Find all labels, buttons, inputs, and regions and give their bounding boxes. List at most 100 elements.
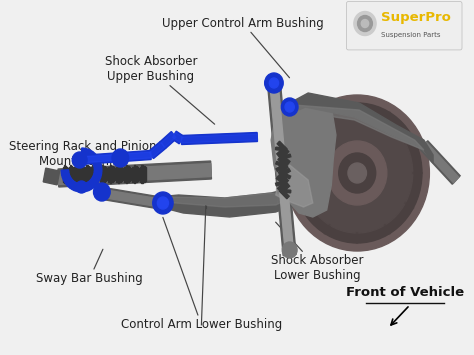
Polygon shape (86, 165, 88, 183)
Polygon shape (113, 167, 114, 181)
Polygon shape (280, 184, 290, 193)
Polygon shape (181, 132, 257, 144)
Polygon shape (287, 93, 433, 163)
Polygon shape (161, 133, 176, 147)
Polygon shape (94, 170, 102, 173)
Circle shape (283, 242, 297, 258)
Polygon shape (122, 168, 124, 180)
Polygon shape (70, 165, 71, 183)
Polygon shape (69, 166, 70, 181)
Circle shape (301, 113, 413, 233)
Polygon shape (93, 173, 101, 178)
Polygon shape (89, 167, 90, 181)
Polygon shape (172, 131, 183, 144)
Polygon shape (86, 149, 91, 158)
Circle shape (264, 73, 283, 93)
Polygon shape (271, 97, 336, 217)
Polygon shape (62, 173, 70, 178)
Polygon shape (83, 167, 84, 181)
Polygon shape (71, 166, 72, 182)
Text: Upper Control Arm Bushing: Upper Control Arm Bushing (162, 17, 324, 78)
Polygon shape (58, 161, 211, 187)
Polygon shape (93, 160, 100, 165)
Polygon shape (130, 168, 132, 180)
Polygon shape (76, 166, 78, 182)
Circle shape (76, 181, 87, 193)
Polygon shape (109, 165, 111, 183)
Polygon shape (84, 168, 85, 180)
Polygon shape (114, 168, 116, 180)
Text: Sway Bar Bushing: Sway Bar Bushing (36, 249, 143, 285)
Polygon shape (160, 132, 177, 148)
Polygon shape (77, 184, 80, 192)
Polygon shape (145, 167, 146, 181)
Polygon shape (276, 161, 286, 168)
Polygon shape (89, 152, 95, 160)
Polygon shape (182, 134, 257, 143)
Polygon shape (276, 163, 286, 171)
Text: Shock Absorber
Lower Bushing: Shock Absorber Lower Bushing (272, 222, 364, 282)
Polygon shape (83, 148, 86, 157)
Polygon shape (80, 166, 81, 181)
Polygon shape (281, 189, 291, 193)
Circle shape (282, 98, 298, 116)
Polygon shape (92, 158, 100, 164)
Polygon shape (94, 165, 102, 169)
Circle shape (285, 95, 429, 251)
Circle shape (361, 20, 369, 28)
Polygon shape (278, 143, 290, 203)
Polygon shape (278, 165, 288, 175)
Polygon shape (270, 83, 294, 256)
Polygon shape (74, 183, 79, 191)
Polygon shape (111, 166, 113, 182)
Polygon shape (149, 143, 164, 157)
Polygon shape (83, 184, 86, 192)
Polygon shape (63, 175, 70, 180)
Polygon shape (64, 165, 65, 183)
Polygon shape (63, 166, 64, 181)
Polygon shape (75, 165, 76, 183)
Text: SuperPro: SuperPro (381, 11, 451, 24)
Polygon shape (61, 170, 69, 173)
Polygon shape (118, 165, 119, 183)
Polygon shape (108, 166, 109, 181)
Circle shape (328, 141, 387, 205)
Polygon shape (279, 173, 288, 183)
Polygon shape (68, 180, 74, 188)
Polygon shape (66, 179, 73, 186)
Polygon shape (90, 179, 97, 186)
Polygon shape (61, 171, 69, 175)
Polygon shape (92, 176, 100, 182)
Polygon shape (93, 175, 100, 180)
Polygon shape (124, 166, 126, 181)
Polygon shape (280, 172, 291, 179)
Polygon shape (105, 167, 106, 181)
Polygon shape (93, 163, 101, 167)
Polygon shape (94, 171, 102, 175)
Polygon shape (267, 82, 296, 256)
Polygon shape (279, 149, 289, 159)
Polygon shape (91, 166, 92, 181)
Circle shape (93, 183, 110, 201)
Polygon shape (81, 184, 84, 192)
Polygon shape (148, 141, 165, 159)
Polygon shape (127, 166, 129, 182)
Polygon shape (278, 157, 288, 168)
Polygon shape (64, 176, 71, 182)
Polygon shape (94, 167, 95, 181)
Circle shape (72, 152, 87, 168)
Polygon shape (280, 154, 291, 160)
Polygon shape (103, 166, 105, 182)
Polygon shape (101, 165, 103, 183)
Polygon shape (277, 147, 287, 157)
Polygon shape (73, 168, 74, 180)
Polygon shape (135, 166, 137, 182)
Polygon shape (79, 151, 151, 164)
Polygon shape (89, 180, 95, 188)
Polygon shape (88, 166, 89, 182)
Polygon shape (143, 166, 145, 182)
Polygon shape (65, 178, 72, 184)
Polygon shape (90, 154, 97, 161)
Polygon shape (276, 165, 313, 207)
Polygon shape (72, 182, 77, 191)
